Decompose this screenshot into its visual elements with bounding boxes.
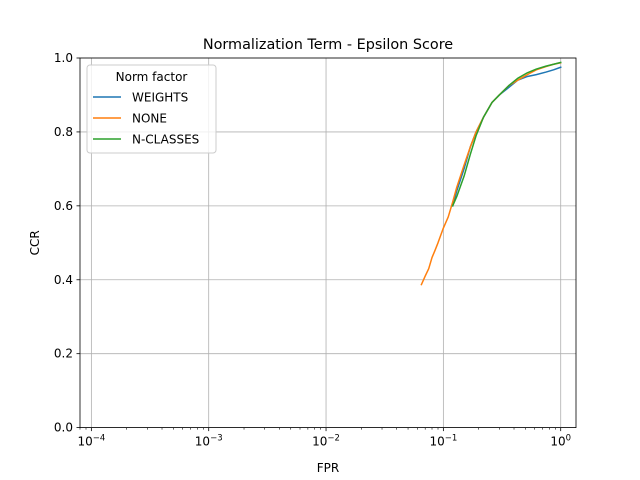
- x-tick-exponent: −2: [327, 434, 340, 444]
- x-tick-base: 10: [77, 435, 92, 449]
- x-tick-base: 10: [550, 435, 565, 449]
- x-tick-base: 10: [429, 435, 444, 449]
- y-tick-label: 0.2: [54, 347, 73, 361]
- legend-label-weights: WEIGHTS: [132, 91, 188, 105]
- legend-label-none: NONE: [132, 112, 167, 126]
- series-line-none: [420, 61, 562, 286]
- x-tick-label: 100: [550, 434, 571, 449]
- x-tick-base: 10: [195, 435, 210, 449]
- legend-frame: [86, 64, 217, 154]
- x-tick-label: 10−4: [77, 434, 105, 449]
- y-tick-label: 0.4: [54, 273, 73, 287]
- y-axis-label: CCR: [28, 230, 42, 255]
- x-tick-label: 10−2: [312, 434, 340, 449]
- x-tick-exponent: 0: [566, 434, 571, 444]
- y-tick-label: 0.8: [54, 125, 73, 139]
- x-axis-label: FPR: [317, 461, 339, 475]
- plot-lines: [420, 61, 562, 286]
- y-tick-label: 0.6: [54, 199, 73, 213]
- x-tick-label: 10−3: [195, 434, 223, 449]
- axes-frame: [79, 57, 577, 429]
- y-tick-label: 0.0: [54, 421, 73, 435]
- legend: Norm factor WEIGHTS NONE N-CLASSES: [86, 64, 217, 154]
- legend-label-n-classes: N-CLASSES: [132, 133, 199, 147]
- y-tick-label: 1.0: [54, 51, 73, 65]
- x-tick-label: 10−1: [429, 434, 457, 449]
- legend-title: Norm factor: [116, 70, 188, 84]
- x-tick-exponent: −3: [210, 434, 223, 444]
- x-tick-exponent: −1: [445, 434, 458, 444]
- chart-title: Normalization Term - Epsilon Score: [203, 37, 453, 53]
- x-tick-exponent: −4: [93, 434, 106, 444]
- series-line-n-classes: [451, 61, 562, 207]
- x-tick-base: 10: [312, 435, 327, 449]
- legend-entries: WEIGHTS NONE N-CLASSES: [93, 91, 199, 147]
